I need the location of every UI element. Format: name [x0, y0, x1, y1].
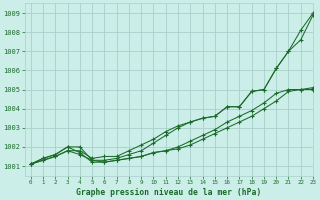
X-axis label: Graphe pression niveau de la mer (hPa): Graphe pression niveau de la mer (hPa)	[76, 188, 261, 197]
